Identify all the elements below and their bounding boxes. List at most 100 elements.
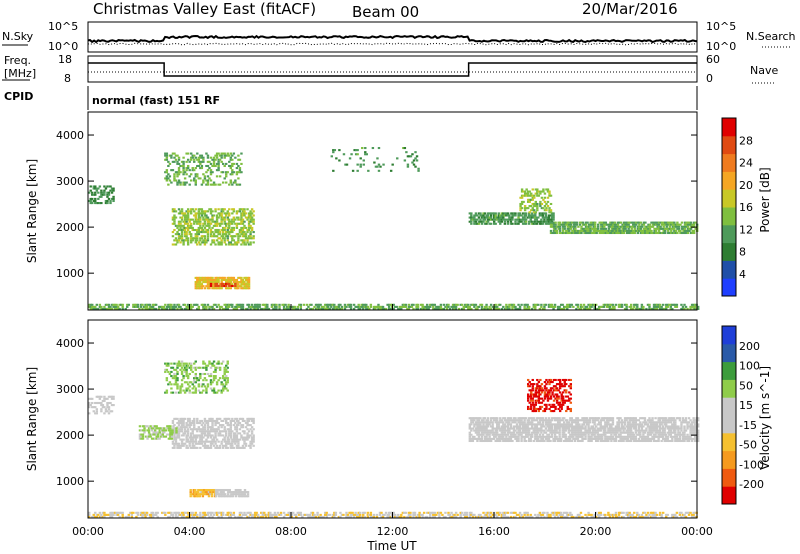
data-cell	[121, 307, 124, 310]
data-cell	[223, 233, 226, 236]
data-cell	[502, 431, 505, 434]
data-cell	[160, 427, 163, 430]
data-cell	[250, 438, 254, 441]
data-cell	[310, 303, 313, 306]
data-cell	[667, 231, 670, 235]
data-cell	[578, 429, 581, 432]
data-cell	[480, 305, 484, 308]
data-cell	[228, 488, 231, 492]
data-cell	[209, 440, 213, 443]
data-cell	[189, 493, 192, 496]
data-cell	[215, 444, 219, 447]
data-cell	[604, 303, 607, 306]
data-cell	[614, 303, 618, 306]
data-cell	[523, 435, 526, 438]
data-cell	[182, 224, 185, 227]
data-cell	[167, 429, 171, 432]
data-cell	[240, 152, 243, 155]
data-cell	[179, 368, 182, 371]
data-cell	[191, 428, 194, 431]
data-cell	[177, 224, 181, 227]
data-cell	[546, 437, 549, 440]
data-cell	[584, 229, 588, 232]
data-cell	[185, 233, 188, 236]
data-cell	[199, 428, 202, 431]
data-cell	[584, 307, 587, 310]
data-cell	[508, 216, 511, 219]
data-cell	[489, 417, 493, 420]
data-cell	[237, 216, 240, 219]
data-cell	[196, 446, 199, 449]
data-cell	[218, 233, 222, 236]
data-cell	[202, 179, 205, 182]
data-cell	[217, 228, 220, 232]
data-cell	[681, 307, 685, 310]
data-cell	[546, 435, 549, 438]
data-cell	[486, 433, 490, 436]
data-cell	[252, 305, 255, 308]
data-cell	[176, 444, 179, 447]
data-cell	[556, 423, 560, 426]
data-cell	[250, 440, 254, 443]
data-cell	[657, 439, 660, 443]
data-cell	[170, 429, 174, 432]
data-cell	[470, 216, 473, 219]
data-cell	[176, 154, 179, 157]
data-cell	[622, 425, 625, 428]
data-cell	[558, 439, 561, 443]
data-cell	[223, 387, 226, 390]
data-cell	[547, 222, 551, 225]
data-cell	[202, 160, 205, 163]
data-cell	[644, 229, 647, 232]
data-cell	[205, 285, 208, 288]
data-cell	[589, 231, 592, 235]
data-cell	[235, 224, 239, 227]
data-cell	[349, 307, 353, 310]
data-cell	[188, 385, 191, 388]
data-cell	[603, 229, 606, 232]
data-cell	[217, 428, 220, 431]
data-cell	[273, 307, 277, 310]
data-cell	[209, 379, 213, 382]
data-cell	[214, 434, 217, 437]
data-cell	[193, 160, 196, 163]
data-cell	[372, 305, 376, 308]
data-cell	[565, 223, 568, 226]
data-cell	[578, 423, 581, 426]
data-cell	[633, 231, 636, 235]
data-cell	[645, 427, 648, 430]
data-cell	[180, 307, 184, 310]
data-cell	[483, 435, 487, 438]
data-cell	[177, 360, 181, 363]
data-cell	[609, 225, 612, 228]
data-cell	[637, 427, 641, 430]
data-cell	[95, 412, 99, 415]
data-cell	[625, 431, 628, 434]
data-cell	[630, 231, 633, 235]
data-cell	[231, 305, 234, 308]
data-cell	[231, 239, 234, 242]
data-cell	[564, 439, 567, 443]
data-cell	[660, 223, 664, 226]
data-cell	[563, 417, 566, 420]
data-cell	[538, 433, 542, 436]
data-cell	[206, 210, 210, 213]
data-cell	[652, 303, 656, 306]
data-cell	[543, 200, 547, 203]
data-cell	[531, 431, 534, 434]
data-cell	[610, 227, 614, 230]
data-cell	[94, 305, 97, 308]
data-cell	[470, 417, 473, 420]
data-cell	[172, 429, 175, 432]
data-cell	[193, 379, 196, 382]
data-cell	[278, 303, 281, 306]
data-cell	[174, 377, 178, 380]
data-cell	[651, 423, 654, 426]
data-cell	[499, 303, 502, 306]
data-cell	[623, 421, 627, 424]
data-cell	[237, 421, 240, 425]
data-cell	[511, 222, 514, 225]
data-cell	[179, 171, 182, 174]
data-cell	[202, 428, 205, 431]
data-cell	[190, 179, 193, 182]
